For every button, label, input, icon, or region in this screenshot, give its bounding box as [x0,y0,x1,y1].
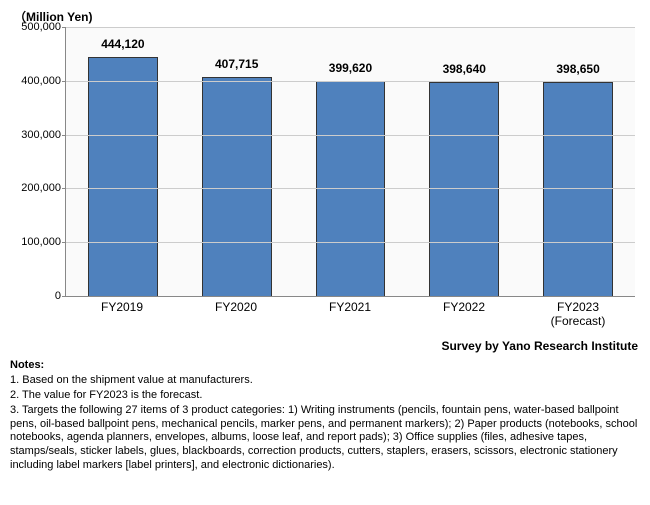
bar-group: 407,715 [185,27,287,296]
plot-area: 444,120407,715399,620398,640398,650 0100… [65,27,635,297]
y-tick-mark [62,188,66,189]
bar-group: 398,650 [527,27,629,296]
x-tick-label: FY2023(Forecast) [527,297,630,329]
note-item: 2. The value for FY2023 is the forecast. [10,389,640,403]
chart-container: （Million Yen) 444,120 407,715 399,620 398,6… [10,8,640,473]
x-tick-label: FY2020 [185,297,288,329]
y-tick-label: 300,000 [11,129,61,141]
x-tick-label: FY2022 [413,297,516,329]
y-tick-mark [62,81,66,82]
y-tick-label: 200,000 [11,182,61,194]
x-tick-label: FY2019 [71,297,174,329]
y-axis-title: （Million Yen) [14,8,640,25]
x-axis-labels: FY2019 FY2020 FY2021 FY2022 FY2023(Forecast) [65,297,635,329]
survey-credit: Survey by Yano Research Institute [10,339,638,353]
bars-layer: 444,120 407,715 399,620 398,640 398,650 [66,27,635,296]
y-tick-mark [62,27,66,28]
gridline [66,135,635,136]
gridline [66,188,635,189]
notes-block: Notes: 1. Based on the shipment value at… [10,359,640,473]
y-tick-label: 100,000 [11,236,61,248]
bar [202,77,272,296]
y-tick-mark [62,135,66,136]
bar-group: 444,120 [72,27,174,296]
bar-group: 398,640 [413,27,515,296]
y-tick-mark [62,242,66,243]
note-item: 3. Targets the following 27 items of 3 p… [10,404,640,473]
bar-value-label: 444,120 [72,37,174,51]
bar-value-label: 398,650 [527,62,629,76]
y-tick-label: 400,000 [11,75,61,87]
y-tick-label: 0 [11,290,61,302]
gridline [66,242,635,243]
y-tick-mark [62,296,66,297]
bar [88,57,158,296]
bar-value-label: 407,715 [185,57,287,71]
notes-heading: Notes: [10,359,640,373]
x-tick-label: FY2021 [299,297,402,329]
gridline [66,27,635,28]
bar-value-label: 398,640 [413,62,515,76]
bar-group: 399,620 [299,27,401,296]
gridline [66,81,635,82]
note-item: 1. Based on the shipment value at manufa… [10,374,640,388]
y-tick-label: 500,000 [11,21,61,33]
bar-value-label: 399,620 [299,61,401,75]
